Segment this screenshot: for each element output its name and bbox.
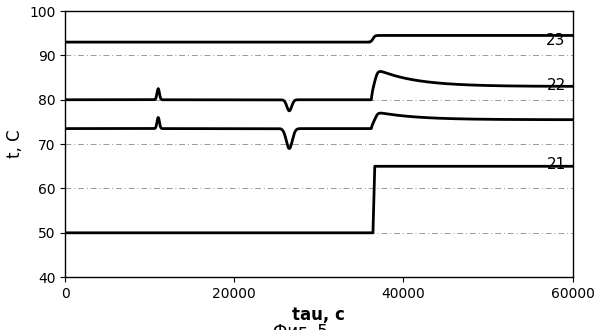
- Text: 23: 23: [547, 33, 566, 48]
- Text: Фиг. 5: Фиг. 5: [272, 323, 328, 330]
- Y-axis label: t, C: t, C: [5, 130, 23, 158]
- Text: 22: 22: [547, 78, 566, 93]
- Text: 21: 21: [547, 157, 566, 173]
- X-axis label: tau, c: tau, c: [292, 307, 345, 324]
